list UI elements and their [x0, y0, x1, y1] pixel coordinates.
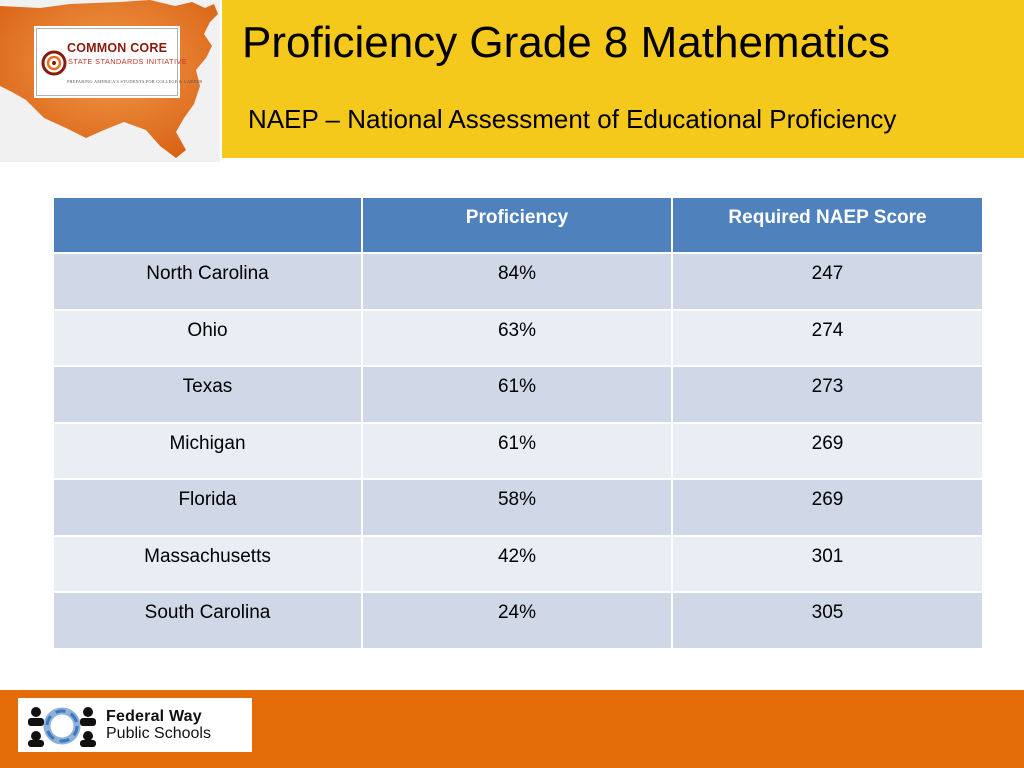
table-row: Michigan 61% 269: [52, 421, 984, 480]
score-cell: 247: [671, 252, 984, 311]
table-header-score: Required NAEP Score: [671, 196, 984, 254]
federal-way-subname: Public Schools: [106, 725, 211, 742]
state-cell: Florida: [52, 478, 363, 537]
state-cell: Texas: [52, 365, 363, 424]
common-core-subtitle: STATE STANDARDS INITIATIVE: [68, 57, 188, 66]
proficiency-cell: 42%: [361, 534, 673, 593]
federal-way-name: Federal Way: [106, 708, 202, 725]
common-core-tagline: PREPARING AMERICA'S STUDENTS FOR COLLEGE…: [67, 79, 203, 84]
score-cell: 269: [671, 421, 984, 480]
common-core-logo-panel: COMMON CORE STATE STANDARDS INITIATIVE P…: [0, 0, 220, 162]
table-row: South Carolina 24% 305: [52, 591, 984, 650]
table-header-row: Proficiency Required NAEP Score: [52, 196, 984, 254]
proficiency-cell: 63%: [361, 308, 673, 367]
table-header-proficiency: Proficiency: [361, 196, 673, 254]
common-core-title: COMMON CORE: [67, 41, 168, 55]
table-row: Massachusetts 42% 301: [52, 534, 984, 593]
score-cell: 269: [671, 478, 984, 537]
state-cell: South Carolina: [52, 591, 363, 650]
table-row: Florida 58% 269: [52, 478, 984, 537]
state-cell: Massachusetts: [52, 534, 363, 593]
state-cell: Ohio: [52, 308, 363, 367]
slide-subtitle: NAEP – National Assessment of Educationa…: [248, 104, 897, 134]
swirl-icon: [41, 50, 67, 76]
table-row: Ohio 63% 274: [52, 308, 984, 367]
score-cell: 273: [671, 365, 984, 424]
table-row: Texas 61% 273: [52, 365, 984, 424]
proficiency-cell: 24%: [361, 591, 673, 650]
proficiency-cell: 84%: [361, 252, 673, 311]
proficiency-cell: 61%: [361, 365, 673, 424]
score-cell: 274: [671, 308, 984, 367]
proficiency-cell: 61%: [361, 421, 673, 480]
slide-title: Proficiency Grade 8 Mathematics: [242, 18, 891, 67]
table-header-state: [52, 196, 363, 254]
proficiency-cell: 58%: [361, 478, 673, 537]
state-cell: Michigan: [52, 421, 363, 480]
table-row: North Carolina 84% 247: [52, 252, 984, 311]
score-cell: 301: [671, 534, 984, 593]
score-cell: 305: [671, 591, 984, 650]
header-bar: [222, 0, 1024, 158]
federal-way-logo: Federal Way Public Schools: [18, 698, 252, 752]
state-cell: North Carolina: [52, 252, 363, 311]
common-core-badge: COMMON CORE STATE STANDARDS INITIATIVE P…: [36, 28, 202, 96]
proficiency-table: Proficiency Required NAEP Score North Ca…: [52, 196, 984, 650]
people-circle-icon: [28, 707, 96, 747]
